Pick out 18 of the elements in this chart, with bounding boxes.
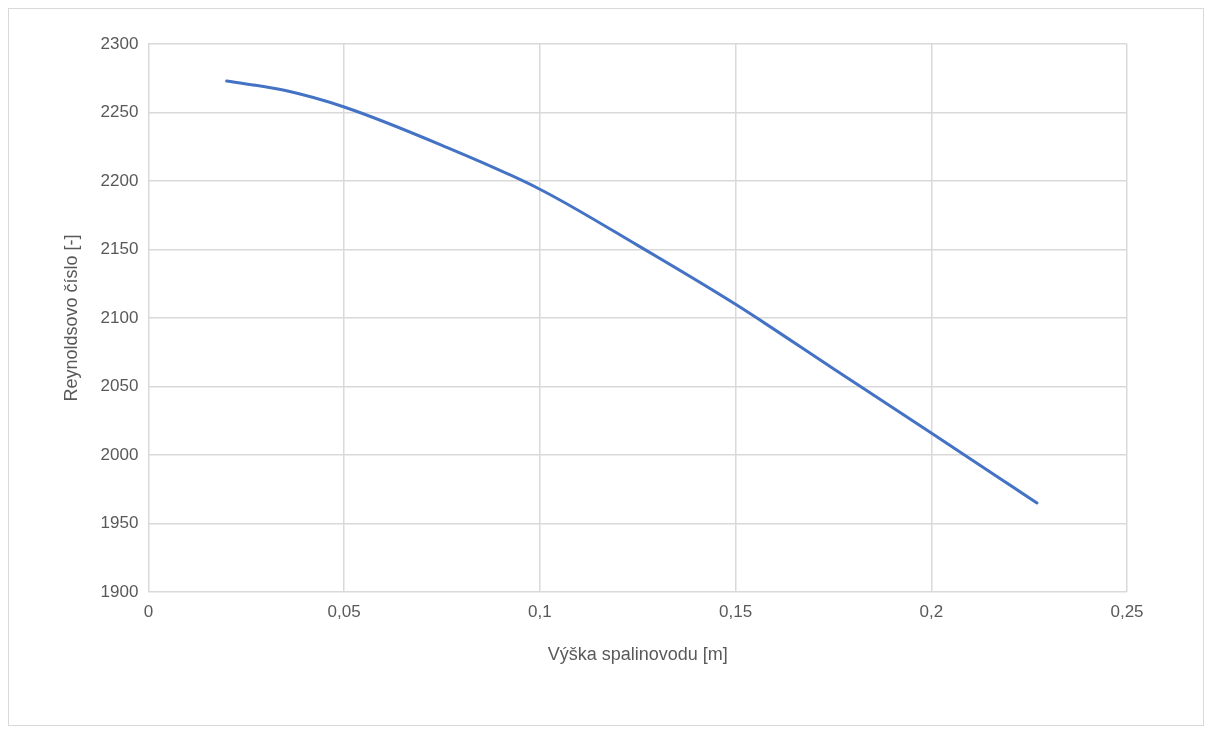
x-tick-label: 0,2 — [919, 601, 944, 621]
y-tick-label: 1950 — [100, 513, 139, 533]
line-series — [225, 79, 1039, 505]
x-tick-label: 0,1 — [528, 601, 552, 621]
x-tick-label: 0,05 — [327, 601, 361, 621]
x-tick-label: 0,25 — [1110, 601, 1144, 621]
y-tick-label: 2100 — [100, 307, 139, 327]
y-tick-label: 1900 — [100, 581, 139, 601]
y-tick-label: 2250 — [100, 102, 139, 122]
x-axis-title: Výška spalinovodu [m] — [547, 644, 728, 665]
x-tick-label: 0,15 — [719, 601, 753, 621]
y-tick-label: 2150 — [100, 239, 139, 259]
y-tick-label: 2000 — [100, 444, 139, 464]
y-axis-title: Reynoldsovo číslo [-] — [60, 234, 81, 402]
x-tick-label: 0 — [143, 601, 154, 621]
y-tick-label: 2050 — [100, 376, 139, 396]
y-tick-label: 2200 — [100, 170, 139, 190]
y-tick-label: 2300 — [100, 33, 139, 53]
